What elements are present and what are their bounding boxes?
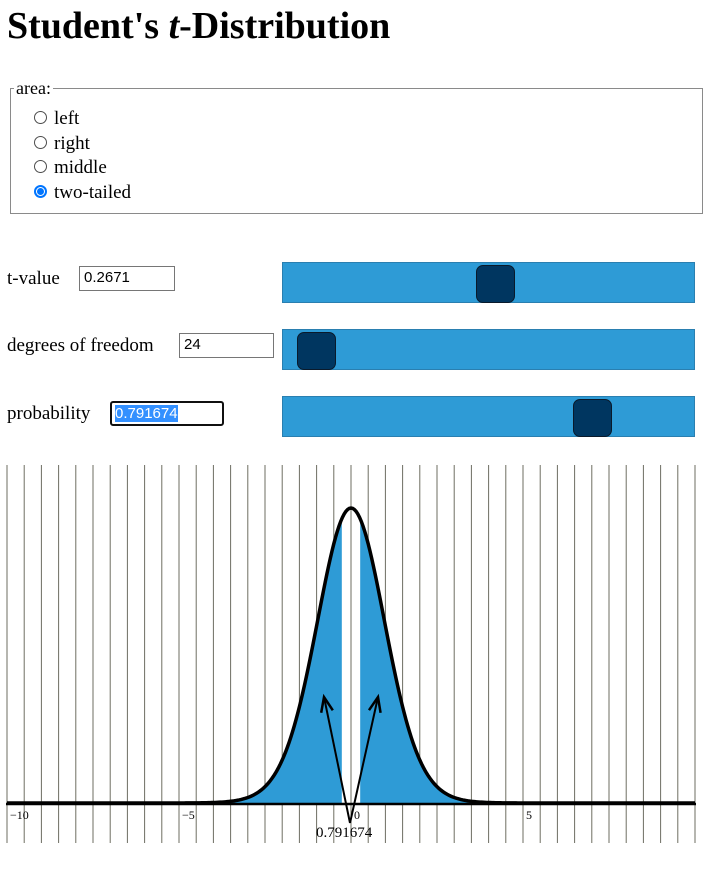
x-tick-label: −10	[10, 808, 29, 822]
probability-input[interactable]: 0.791674	[110, 401, 224, 426]
density-curve	[7, 506, 695, 805]
radio-middle[interactable]	[34, 160, 47, 173]
area-legend: area:	[16, 78, 51, 98]
radio-two-tailed[interactable]	[34, 184, 47, 198]
area-fieldset: area: left right middle two-tailed	[10, 78, 703, 214]
page-title: Student's t-Distribution	[7, 5, 391, 47]
area-option-right[interactable]: right	[33, 132, 702, 157]
radio-label-two-tailed: two-tailed	[54, 181, 132, 203]
arrow-right	[349, 696, 379, 824]
t-distribution-plot: −10 −5 0 5 0.791674	[6, 465, 696, 843]
x-tick-label: 5	[526, 808, 532, 822]
arrow-left-head	[319, 693, 334, 713]
x-tick-label: 0	[354, 808, 360, 822]
dof-input[interactable]: 24	[179, 333, 274, 358]
radio-label-right: right	[54, 132, 90, 154]
t-value-slider[interactable]	[282, 262, 695, 303]
probability-value: 0.791674	[115, 405, 178, 422]
t-value-input[interactable]: 0.2671	[79, 266, 175, 291]
shaded-right-tail	[360, 518, 558, 803]
arrow-left	[323, 696, 351, 824]
radio-left[interactable]	[34, 111, 47, 124]
arrow-right-head	[367, 693, 382, 713]
probability-annotation: 0.791674	[316, 825, 373, 841]
dof-slider[interactable]	[282, 329, 695, 370]
radio-label-middle: middle	[54, 157, 107, 178]
dof-slider-thumb[interactable]	[297, 332, 337, 370]
area-option-middle[interactable]: middle	[33, 156, 702, 181]
radio-right[interactable]	[34, 135, 47, 149]
probability-slider-thumb[interactable]	[573, 399, 613, 437]
x-tick-label: −5	[182, 808, 195, 822]
area-option-left[interactable]: left	[33, 107, 702, 132]
dof-label: degrees of freedom	[7, 335, 154, 356]
area-option-two-tailed[interactable]: two-tailed	[33, 181, 702, 206]
t-value-label: t-value	[7, 268, 60, 289]
probability-label: probability	[7, 403, 91, 424]
t-value-slider-thumb[interactable]	[476, 265, 516, 303]
shaded-left-tail	[144, 518, 342, 803]
radio-label-left: left	[54, 108, 80, 129]
probability-slider[interactable]	[282, 396, 695, 437]
